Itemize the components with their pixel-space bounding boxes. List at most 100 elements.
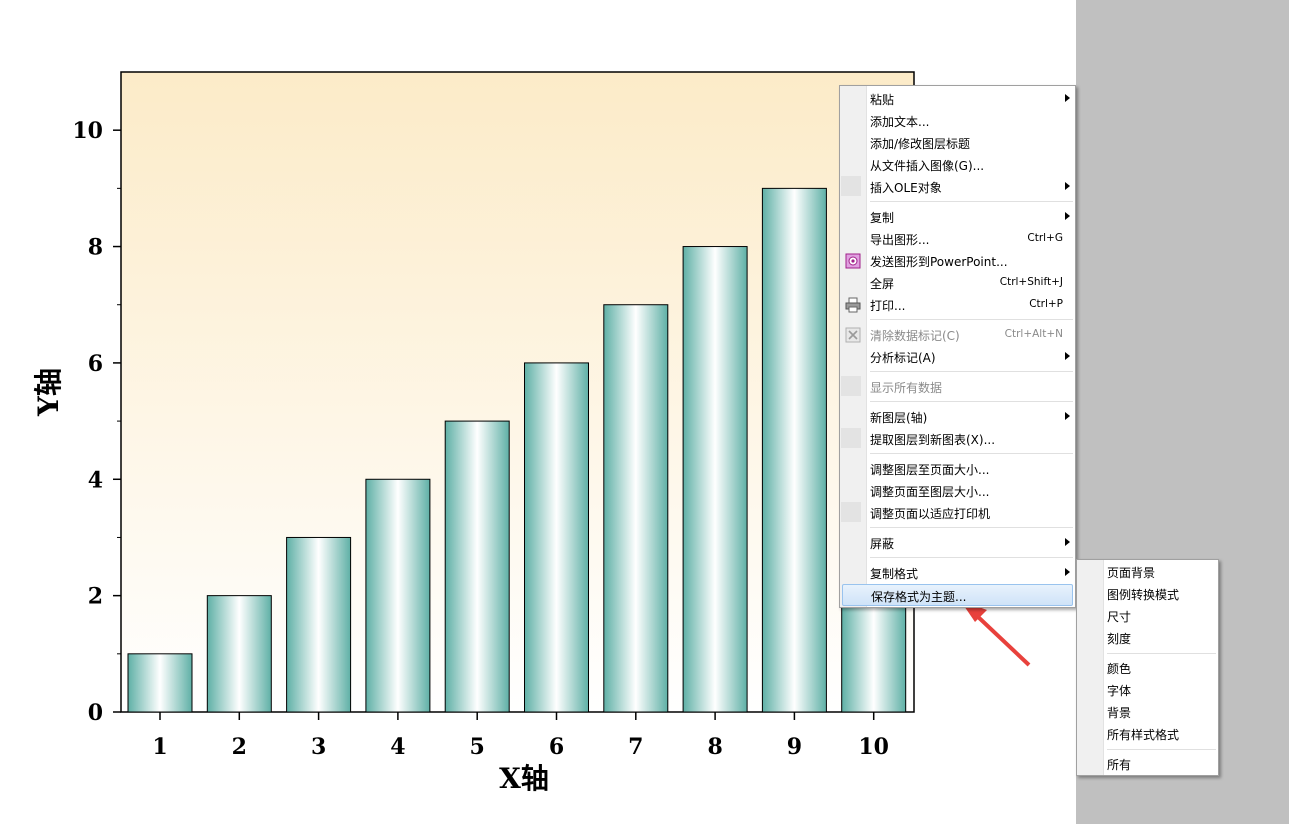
submenu-item-label: 所有: [1107, 758, 1132, 772]
x-tick-label: 4: [390, 734, 405, 760]
annotation-arrow: [960, 600, 1031, 667]
x-tick-label: 8: [707, 734, 722, 760]
submenu-arrow-icon: [1065, 212, 1070, 220]
menu-item-label: 保存格式为主题...: [871, 590, 967, 604]
submenu-arrow-icon: [1065, 182, 1070, 190]
x-tick-label: 7: [628, 734, 643, 760]
submenu-item-1[interactable]: 图例转换模式: [1079, 583, 1216, 605]
submenu-item-label: 刻度: [1107, 632, 1132, 646]
submenu-item-2[interactable]: 尺寸: [1079, 605, 1216, 627]
menu-item-20[interactable]: 保存格式为主题...: [842, 584, 1073, 606]
menu-item-15[interactable]: 调整图层至页面大小...: [842, 458, 1073, 480]
menu-item-label: 屏蔽: [870, 537, 895, 551]
submenu-item-8[interactable]: 所有: [1079, 753, 1216, 775]
menu-separator: [870, 201, 1073, 202]
powerpoint-icon: [845, 253, 861, 269]
menu-item-label: 打印...: [870, 299, 906, 313]
menu-item-14[interactable]: 提取图层到新图表(X)...: [842, 428, 1073, 450]
bar-7[interactable]: [603, 304, 669, 713]
menu-item-label: 复制格式: [870, 567, 919, 581]
menu-item-7[interactable]: 发送图形到PowerPoint...: [842, 250, 1073, 272]
submenu-item-label: 字体: [1107, 684, 1132, 698]
y-tick-label: 4: [88, 467, 103, 493]
submenu-item-7[interactable]: 所有样式格式: [1079, 723, 1216, 745]
y-tick-label: 6: [88, 351, 103, 377]
menu-item-label: 插入OLE对象: [870, 181, 942, 195]
bar-9[interactable]: [761, 187, 827, 713]
submenu-item-3[interactable]: 刻度: [1079, 627, 1216, 649]
menu-separator: [870, 319, 1073, 320]
menu-item-label: 复制: [870, 211, 895, 225]
menu-item-19[interactable]: 复制格式: [842, 562, 1073, 584]
y-tick-label: 10: [72, 118, 103, 144]
menu-item-2[interactable]: 添加/修改图层标题: [842, 132, 1073, 154]
menu-item-18[interactable]: 屏蔽: [842, 532, 1073, 554]
menu-item-9[interactable]: 打印... Ctrl+P: [842, 294, 1073, 316]
bar-8[interactable]: [682, 246, 748, 713]
menu-item-4[interactable]: 插入OLE对象: [842, 176, 1073, 198]
menu-item-label: 导出图形...: [870, 233, 930, 247]
submenu-arrow-icon: [1065, 94, 1070, 102]
y-tick-label: 2: [88, 584, 103, 610]
bar-4[interactable]: [365, 478, 431, 713]
menu-item-shortcut: Ctrl+Alt+N: [1004, 328, 1063, 340]
bar-1[interactable]: [127, 653, 193, 713]
bar-5[interactable]: [444, 420, 510, 713]
menu-item-label: 新图层(轴): [870, 411, 928, 425]
bar-6[interactable]: [524, 362, 589, 713]
menu-separator: [1107, 749, 1216, 750]
submenu-arrow-icon: [1065, 412, 1070, 420]
submenu-item-label: 所有样式格式: [1107, 728, 1180, 742]
menu-item-label: 发送图形到PowerPoint...: [870, 255, 1008, 269]
submenu-item-0[interactable]: 页面背景: [1079, 561, 1216, 583]
menu-item-13[interactable]: 新图层(轴): [842, 406, 1073, 428]
bar-2[interactable]: [206, 595, 272, 713]
submenu-arrow-icon: [1065, 538, 1070, 546]
x-tick-label: 6: [549, 734, 564, 760]
x-tick-label: 3: [311, 734, 326, 760]
menu-separator: [1107, 653, 1216, 654]
menu-separator: [870, 453, 1073, 454]
printer-icon: [845, 297, 861, 313]
submenu-item-label: 尺寸: [1107, 610, 1132, 624]
menu-item-shortcut: Ctrl+G: [1027, 232, 1063, 244]
y-axis-label: Y轴: [32, 368, 65, 417]
menu-item-1[interactable]: 添加文本...: [842, 110, 1073, 132]
x-tick-label: 10: [858, 734, 889, 760]
menu-item-label: 全屏: [870, 277, 895, 291]
menu-item-label: 调整页面以适应打印机: [870, 507, 991, 521]
menu-item-0[interactable]: 粘贴: [842, 88, 1073, 110]
menu-item-label: 调整图层至页面大小...: [870, 463, 990, 477]
menu-item-6[interactable]: 导出图形... Ctrl+G: [842, 228, 1073, 250]
menu-item-8[interactable]: 全屏 Ctrl+Shift+J: [842, 272, 1073, 294]
submenu-item-label: 背景: [1107, 706, 1132, 720]
menu-item-5[interactable]: 复制: [842, 206, 1073, 228]
menu-item-17[interactable]: 调整页面以适应打印机: [842, 502, 1073, 524]
submenu-arrow-icon: [1065, 568, 1070, 576]
copy-format-submenu: 页面背景图例转换模式尺寸刻度颜色字体背景所有样式格式 所有: [1076, 559, 1219, 776]
menu-item-label: 添加文本...: [870, 115, 930, 129]
menu-item-label: 调整页面至图层大小...: [870, 485, 990, 499]
gutter-shade: [841, 176, 861, 196]
menu-item-label: 分析标记(A): [870, 351, 936, 365]
submenu-arrow-icon: [1065, 352, 1070, 360]
menu-item-16[interactable]: 调整页面至图层大小...: [842, 480, 1073, 502]
menu-item-3[interactable]: 从文件插入图像(G)...: [842, 154, 1073, 176]
bar-3[interactable]: [286, 536, 352, 713]
gutter-shade: [841, 376, 861, 396]
submenu-item-5[interactable]: 字体: [1079, 679, 1216, 701]
x-tick-label: 2: [232, 734, 247, 760]
y-tick-label: 8: [88, 235, 103, 261]
x-tick-label: 9: [787, 734, 802, 760]
menu-item-shortcut: Ctrl+Shift+J: [999, 276, 1063, 288]
submenu-item-6[interactable]: 背景: [1079, 701, 1216, 723]
menu-separator: [870, 371, 1073, 372]
submenu-item-4[interactable]: 颜色: [1079, 657, 1216, 679]
menu-item-label: 从文件插入图像(G)...: [870, 159, 985, 173]
menu-item-label: 清除数据标记(C): [870, 329, 960, 343]
submenu-item-label: 页面背景: [1107, 566, 1156, 580]
menu-item-shortcut: Ctrl+P: [1029, 298, 1063, 310]
gutter-shade: [841, 502, 861, 522]
menu-item-11[interactable]: 分析标记(A): [842, 346, 1073, 368]
menu-item-label: 添加/修改图层标题: [870, 137, 971, 151]
